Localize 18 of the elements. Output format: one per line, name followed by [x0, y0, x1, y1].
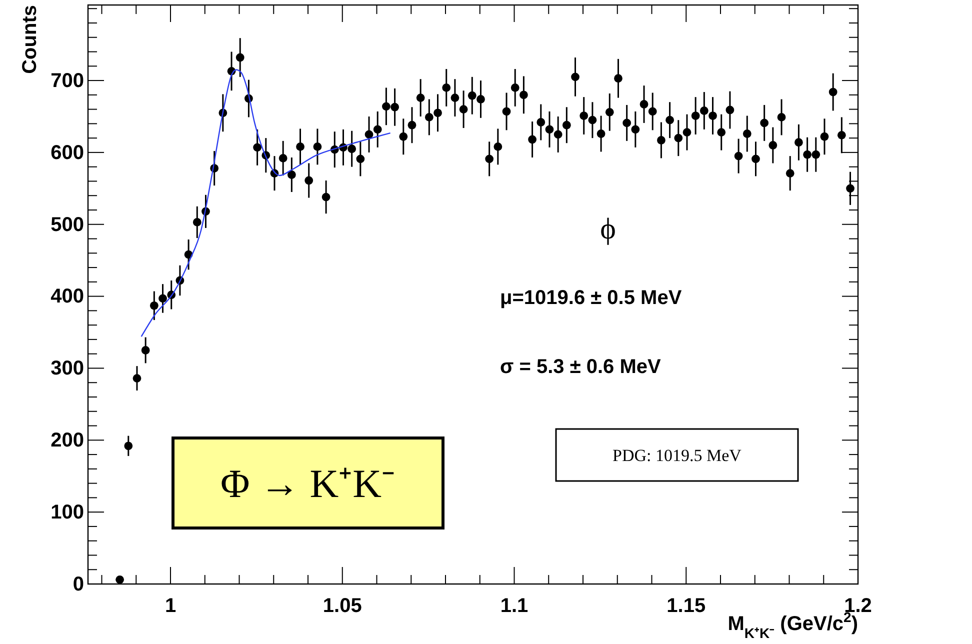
y-tick-label: 300 — [50, 358, 84, 380]
y-tick-label: 200 — [50, 430, 84, 452]
y-tick-label: 700 — [50, 70, 84, 92]
annotation: ϕ — [600, 212, 616, 246]
x-tick-label: 1 — [164, 595, 176, 618]
y-tick-label: 500 — [50, 214, 84, 236]
y-tick-label: 0 — [72, 573, 84, 596]
y-tick-label: 400 — [50, 286, 84, 308]
x-tick-label: 1.15 — [666, 595, 706, 618]
y-axis-title: Counts — [19, 5, 41, 74]
y-tick-label: 600 — [50, 142, 84, 164]
x-tick-label: 1.05 — [322, 595, 362, 618]
annotation: PDG: 1019.5 MeV — [612, 446, 742, 465]
annotation: Φ → K⁺K⁻ — [220, 461, 396, 506]
x-tick-label: 1.1 — [500, 595, 528, 618]
annotation: σ = 5.3 ± 0.6 MeV — [500, 356, 662, 378]
y-tick-label: 100 — [50, 501, 84, 524]
annotation: μ=1019.6 ± 0.5 MeV — [500, 287, 682, 309]
